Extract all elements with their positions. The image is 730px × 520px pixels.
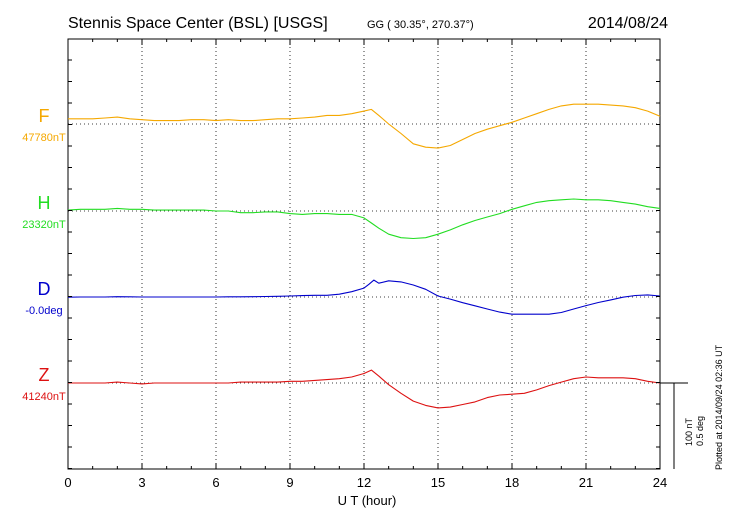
scale-nt-label: 100 nT — [684, 417, 694, 446]
series-line-h — [67, 198, 661, 240]
channel-baseline-h: 23320nT — [22, 219, 66, 231]
channel-letter-z: Z — [39, 365, 50, 385]
x-tick-label: 9 — [286, 475, 293, 490]
x-tick-label: 12 — [357, 475, 371, 490]
date-label: 2014/08/24 — [588, 15, 668, 32]
coordinates-label: GG ( 30.35°, 270.37°) — [367, 19, 474, 31]
channel-baseline-d: -0.0deg — [25, 305, 62, 317]
x-tick-label: 18 — [505, 475, 519, 490]
x-tick-label: 15 — [431, 475, 445, 490]
x-axis-title: U T (hour) — [338, 493, 397, 508]
channel-baseline-f: 47780nT — [22, 132, 66, 144]
station-title: Stennis Space Center (BSL) [USGS] — [68, 15, 328, 32]
channel-letter-d: D — [38, 279, 51, 299]
channel-baseline-z: 41240nT — [22, 391, 66, 403]
series-layer — [67, 103, 661, 409]
series-line-d — [67, 279, 661, 315]
x-tick-label: 0 — [64, 475, 71, 490]
x-tick-label: 6 — [212, 475, 219, 490]
x-ticks: 0 3 6 9 12 15 18 21 24 — [64, 39, 667, 490]
x-tick-label: 21 — [579, 475, 593, 490]
baseline-layer — [68, 123, 660, 384]
series-line-f — [68, 103, 661, 149]
x-tick-label: 24 — [653, 475, 667, 490]
grid-layer — [141, 39, 587, 469]
plotted-at-label: Plotted at 2014/09/24 02:36 UT — [714, 344, 724, 470]
channel-letter-f: F — [39, 106, 50, 126]
channel-letter-h: H — [38, 193, 51, 213]
series-line-z — [68, 369, 661, 409]
x-tick-label: 3 — [138, 475, 145, 490]
channel-labels: F 47780nT H 23320nT D -0.0deg Z 41240nT — [22, 106, 66, 403]
scale-deg-label: 0.5 deg — [695, 416, 705, 446]
